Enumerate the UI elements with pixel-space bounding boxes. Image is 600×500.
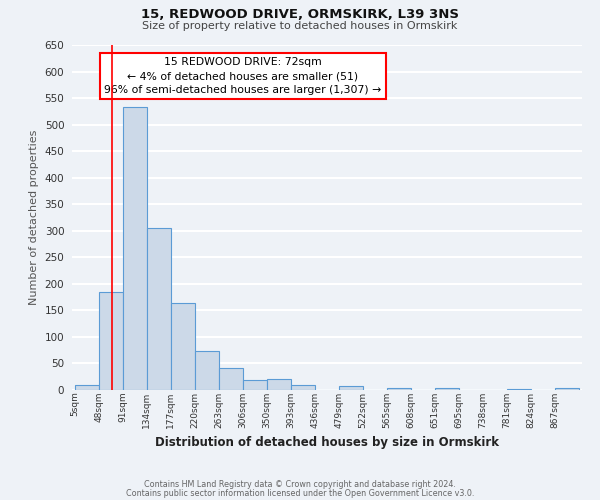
Bar — [123, 107, 147, 390]
Bar — [387, 388, 411, 390]
Text: Contains HM Land Registry data © Crown copyright and database right 2024.: Contains HM Land Registry data © Crown c… — [144, 480, 456, 489]
Bar — [291, 384, 315, 390]
Bar — [555, 388, 579, 390]
Bar — [267, 380, 291, 390]
X-axis label: Distribution of detached houses by size in Ormskirk: Distribution of detached houses by size … — [155, 436, 499, 449]
Bar — [435, 388, 459, 390]
Text: 15, REDWOOD DRIVE, ORMSKIRK, L39 3NS: 15, REDWOOD DRIVE, ORMSKIRK, L39 3NS — [141, 8, 459, 20]
Text: 15 REDWOOD DRIVE: 72sqm
← 4% of detached houses are smaller (51)
96% of semi-det: 15 REDWOOD DRIVE: 72sqm ← 4% of detached… — [104, 57, 382, 95]
Bar — [171, 304, 195, 390]
Bar — [219, 368, 243, 390]
Bar — [75, 384, 99, 390]
Bar — [195, 352, 219, 390]
Bar — [507, 389, 531, 390]
Text: Size of property relative to detached houses in Ormskirk: Size of property relative to detached ho… — [142, 21, 458, 31]
Bar — [243, 380, 267, 390]
Bar — [339, 386, 363, 390]
Text: Contains public sector information licensed under the Open Government Licence v3: Contains public sector information licen… — [126, 488, 474, 498]
Bar — [147, 228, 171, 390]
Bar — [99, 292, 123, 390]
Y-axis label: Number of detached properties: Number of detached properties — [29, 130, 39, 305]
